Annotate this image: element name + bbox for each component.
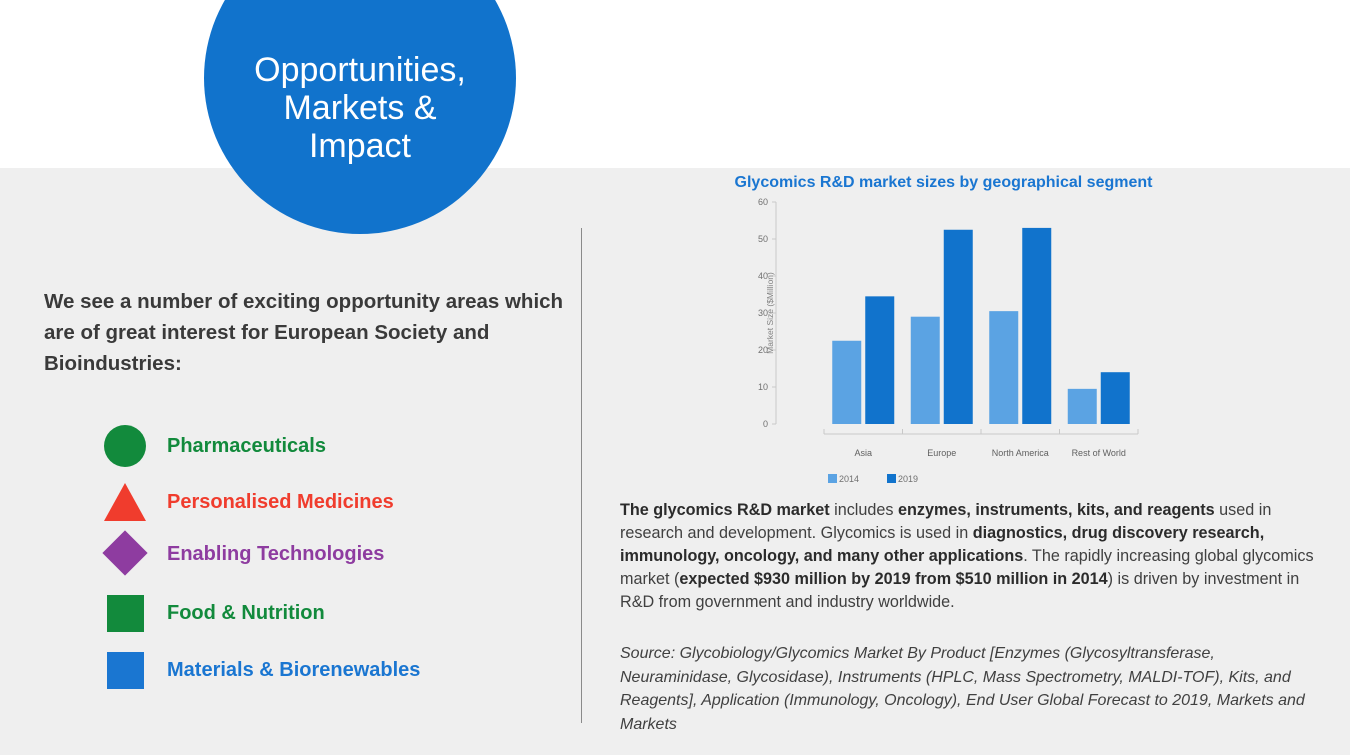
bar-2014-europe [910,316,940,424]
legend-swatch-2019 [887,474,896,483]
y-tick-label: 40 [758,271,768,281]
y-tick-label: 0 [763,419,768,429]
area-item-food-nutrition: Food & Nutrition [100,590,325,636]
bar-2019-asia [865,296,895,424]
area-item-pharmaceuticals: Pharmaceuticals [100,423,326,469]
area-label: Materials & Biorenewables [167,658,421,681]
area-label: Personalised Medicines [167,490,394,513]
content-background [0,168,1350,755]
green-square-icon [100,590,152,636]
y-tick-label: 50 [758,234,768,244]
description-highlight: diagnostics, drug discovery research, im… [620,524,1265,565]
bar-2019-north-america [1022,227,1052,424]
y-axis-label: Market Size ($Million) [765,272,775,354]
area-label: Enabling Technologies [167,542,385,565]
bar-2019-rest-of-world [1100,372,1130,424]
legend-label: 2019 [898,474,918,484]
area-item-materials-biorenewables: Materials & Biorenewables [100,647,420,693]
description-text: . The rapidly increasing global glycomic… [620,547,1314,588]
legend-label: 2014 [839,474,859,484]
bar-2019-europe [943,229,973,424]
source-citation: Source: Glycobiology/Glycomics Market By… [620,645,1305,733]
bar-2014-asia [832,340,862,424]
x-category-label: North America [992,448,1049,458]
y-tick-label: 60 [758,197,768,207]
y-tick-label: 10 [758,382,768,392]
area-item-enabling-technologies: Enabling Technologies [100,530,384,577]
y-tick-label: 30 [758,308,768,318]
blue-square-icon [100,647,152,693]
description-highlight: expected $930 million by 2019 from $510 … [679,570,1108,588]
area-label: Pharmaceuticals [167,434,326,457]
description-highlight: The glycomics R&D market [620,501,830,519]
market-size-bar-chart: 0 10 20 30 40 50 60 Market Size ($Million) Asia E… [758,197,1139,484]
market-description: The glycomics R&D market includes enzyme… [620,499,1325,614]
chart-title: Glycomics R&D market sizes by geographic… [734,174,1153,191]
description-text: used in research and development. Glycom… [620,501,1272,542]
vertical-divider [581,228,582,723]
intro-text: We see a number of exciting opportunity … [44,290,564,375]
description-highlight: enzymes, instruments, kits, and reagents [898,501,1215,519]
bar-2014-north-america [989,311,1019,424]
title-circle: Opportunities, Markets & Impact [204,0,516,234]
area-item-personalised-medicines: Personalised Medicines [100,479,394,525]
purple-diamond-icon [100,530,152,577]
x-category-label: Asia [854,448,872,458]
x-category-label: Europe [927,448,956,458]
area-label: Food & Nutrition [167,601,325,624]
bar-2014-rest-of-world [1067,388,1097,424]
description-text: ) is driven by investment in R&D from go… [620,570,1300,611]
description-text: includes [829,501,898,519]
legend-swatch-2014 [828,474,837,483]
green-circle-icon [100,423,152,469]
x-category-label: Rest of World [1072,448,1126,458]
y-tick-label: 20 [758,345,768,355]
red-triangle-icon [100,479,152,525]
page-title: Opportunities, Markets & Impact [254,51,466,165]
